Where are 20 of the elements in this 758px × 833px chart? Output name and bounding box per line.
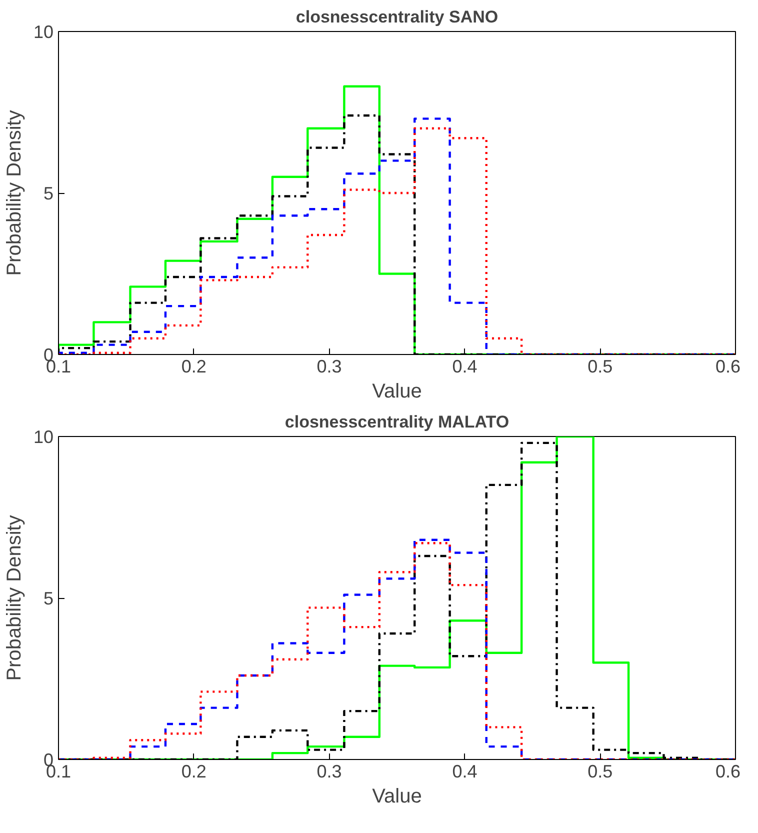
x-tick-label: 0.3	[316, 762, 342, 782]
y-tick-label: 5	[43, 588, 54, 608]
x-axis-title: Value	[372, 380, 422, 402]
y-tick-label: 10	[33, 22, 54, 42]
x-tick-label: 0.3	[316, 356, 342, 376]
y-tick-label: 10	[33, 427, 54, 447]
chart-title: closnesscentrality SANO	[296, 8, 498, 26]
x-tick-label: 0.4	[452, 356, 478, 376]
chart-title: closnesscentrality MALATO	[284, 412, 510, 432]
x-tick-label: 0.2	[181, 356, 206, 376]
x-tick-label: 0.4	[452, 762, 478, 782]
x-tick-label: 0.6	[715, 762, 741, 782]
x-tick-label: 0.5	[588, 762, 613, 782]
x-tick-label: 0.2	[181, 762, 206, 782]
y-axis-title: Probability Density	[3, 110, 26, 276]
x-tick-label: 0.5	[588, 356, 613, 376]
x-axis-title: Value	[372, 786, 422, 808]
x-tick-label: 0.6	[715, 356, 741, 376]
y-tick-label: 5	[43, 184, 54, 204]
y-axis-title: Probability Density	[3, 515, 26, 681]
